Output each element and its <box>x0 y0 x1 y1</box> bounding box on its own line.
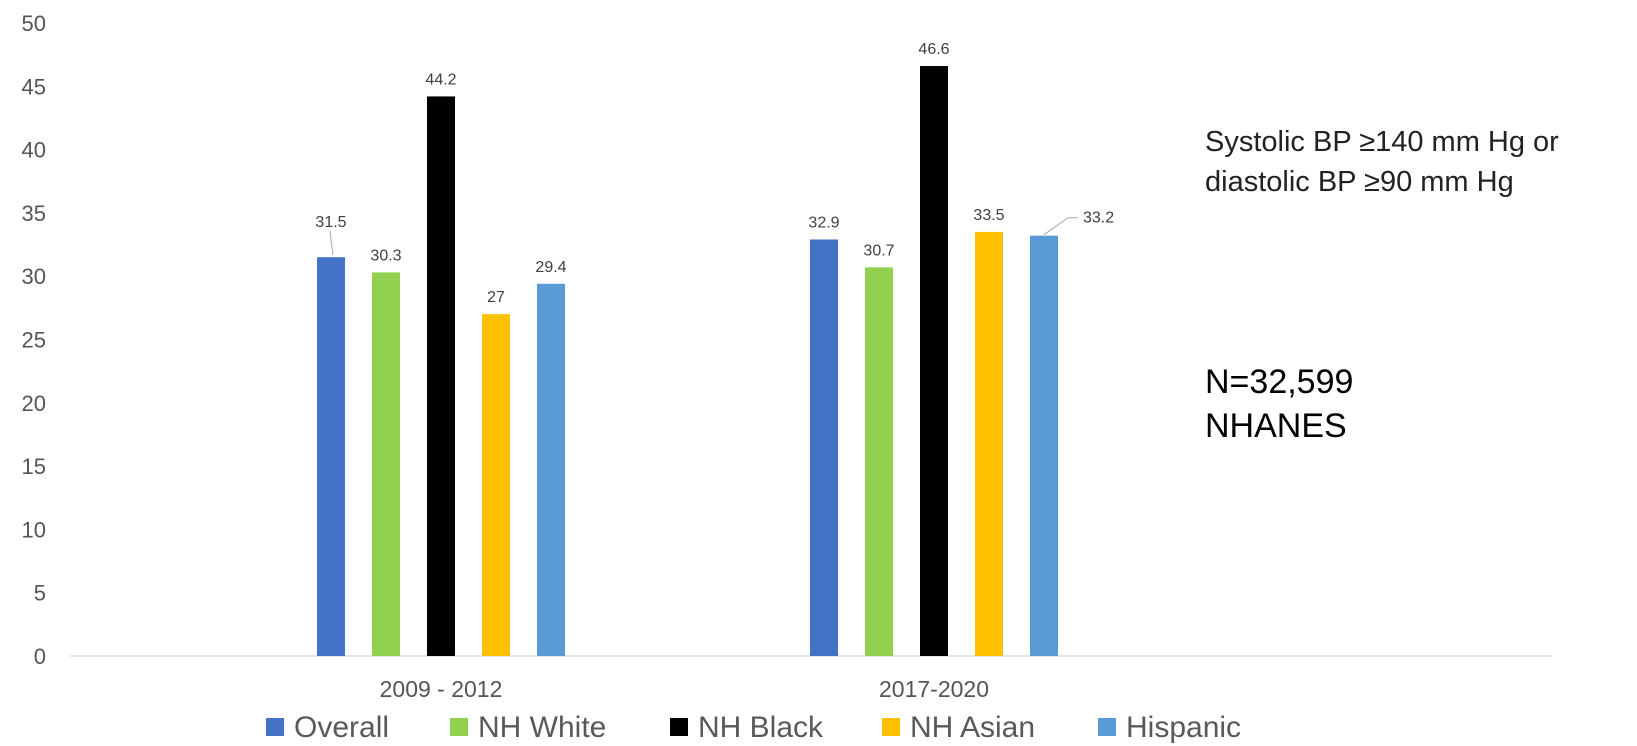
bar-nh-black-2 <box>920 66 948 656</box>
data-label: 32.9 <box>808 214 839 231</box>
bar-overall-2 <box>810 239 838 656</box>
legend-swatch <box>882 718 900 736</box>
bar-hispanic-2 <box>1030 235 1058 657</box>
bar-nh-asian-1 <box>482 314 510 656</box>
x-category-label: 2017-2020 <box>879 676 989 702</box>
y-tick-label: 10 <box>22 517 46 542</box>
legend-swatch <box>1098 718 1116 736</box>
y-tick-label: 50 <box>22 11 46 36</box>
legend-label: NH White <box>478 711 606 744</box>
sample-size-label: N=32,599 <box>1205 363 1354 401</box>
sample-annotation: N=32,599 NHANES <box>1205 360 1353 448</box>
legend-label: Hispanic <box>1126 711 1241 744</box>
data-label: 46.6 <box>918 41 949 58</box>
bar-nh-white-2 <box>865 267 893 656</box>
bar-hispanic-1 <box>537 283 565 656</box>
criteria-line-1: Systolic BP ≥140 mm Hg or <box>1205 126 1559 158</box>
leader-line <box>329 231 334 256</box>
bar-nh-white-1 <box>372 272 400 656</box>
bar-nh-asian-2 <box>975 231 1003 656</box>
legend-swatch <box>266 718 284 736</box>
y-tick-label: 15 <box>22 454 46 479</box>
y-tick-label: 20 <box>22 391 46 416</box>
bars <box>317 66 1058 657</box>
x-axis: 2009 - 2012 2017-2020 <box>380 676 989 702</box>
y-tick-label: 5 <box>34 581 46 606</box>
data-label: 30.7 <box>863 242 894 259</box>
criteria-line-2: diastolic BP ≥90 mm Hg <box>1205 166 1514 198</box>
data-label: 33.5 <box>973 207 1004 224</box>
leader-line <box>1043 217 1078 236</box>
y-tick-label: 25 <box>22 328 46 353</box>
data-label: 27 <box>487 289 505 306</box>
legend-swatch <box>450 718 468 736</box>
legend-item-nh-asian: NH Asian <box>882 711 1035 744</box>
data-label: 30.3 <box>370 247 401 264</box>
bar-overall-1 <box>317 257 345 656</box>
y-tick-label: 0 <box>34 644 46 669</box>
x-category-label: 2009 - 2012 <box>380 676 503 702</box>
legend-item-hispanic: Hispanic <box>1098 711 1241 744</box>
data-label: 31.5 <box>315 214 346 231</box>
data-label: 29.4 <box>535 259 566 276</box>
y-axis: 0 5 10 15 20 25 30 35 40 45 50 <box>22 11 46 669</box>
data-label: 44.2 <box>425 71 456 88</box>
legend-item-overall: Overall <box>266 711 389 744</box>
legend: Overall NH White NH Black NH Asian Hispanic <box>266 711 1241 744</box>
criteria-annotation: Systolic BP ≥140 mm Hg or diastolic BP ≥… <box>1205 122 1559 202</box>
y-tick-label: 45 <box>22 74 46 99</box>
legend-swatch <box>670 718 688 736</box>
legend-label: NH Black <box>698 711 824 744</box>
legend-item-nh-white: NH White <box>450 711 606 744</box>
legend-item-nh-black: NH Black <box>670 711 824 744</box>
data-source-label: NHANES <box>1205 407 1347 445</box>
bar-nh-black-1 <box>427 96 455 657</box>
legend-label: NH Asian <box>910 711 1035 744</box>
y-tick-label: 30 <box>22 264 46 289</box>
y-tick-label: 35 <box>22 201 46 226</box>
data-labels: 31.5 30.3 44.2 27 29.4 32.9 30.7 46.6 33.5 33.2 <box>315 41 1114 306</box>
legend-label: Overall <box>294 711 389 744</box>
data-label: 33.2 <box>1083 210 1114 227</box>
y-tick-label: 40 <box>22 138 46 163</box>
